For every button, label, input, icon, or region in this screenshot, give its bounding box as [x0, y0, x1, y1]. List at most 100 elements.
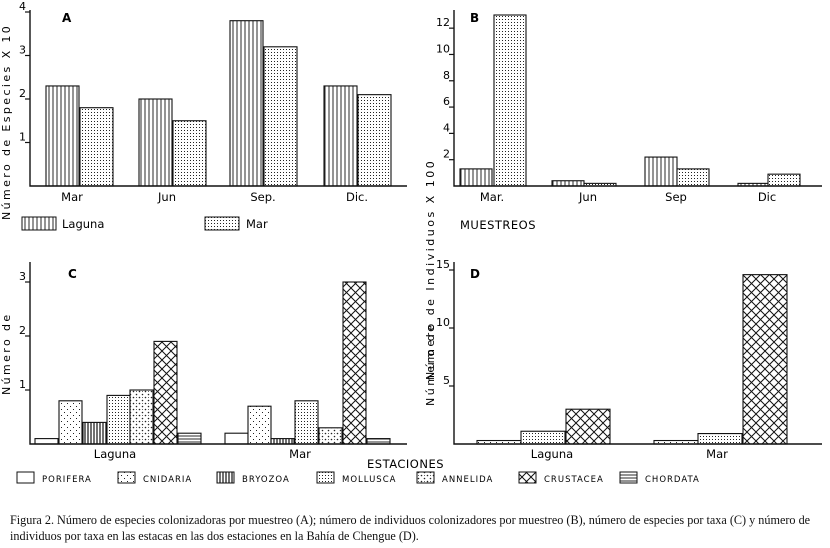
- bars-d: [476, 274, 788, 445]
- xtick-label: Dic.: [346, 190, 368, 204]
- axes-a: [29, 10, 407, 187]
- ytick-label: 2: [443, 148, 450, 161]
- ytick-label: 3: [19, 44, 26, 57]
- xlabels-a: Mar Jun Sep. Dic.: [61, 190, 368, 204]
- bar-b-mar-3: [767, 173, 801, 187]
- bar-d-mollusca-0: [520, 430, 566, 445]
- legend-swatch-mollusca: [316, 471, 335, 484]
- bar-c-chordata-1: [366, 438, 391, 445]
- yticks-c: 1 2 3: [19, 270, 30, 391]
- legend-label-mar: Mar: [246, 217, 268, 231]
- bar-d-mollusca-1: [697, 433, 743, 445]
- bar-c-porifera-1: [224, 432, 249, 445]
- bar-c-crustacea-1: [342, 281, 367, 445]
- yticks-b: 2 4 6 8 10 12: [436, 16, 454, 161]
- legend-label-chordata: CHORDATA: [645, 475, 700, 485]
- ylabel-a: Número de Especies X 10: [0, 24, 13, 220]
- bar-a-laguna-0: [45, 85, 80, 187]
- xtick-label: Laguna: [94, 447, 136, 461]
- bar-c-chordata-0: [177, 432, 202, 445]
- yticks-d: 5 10 15: [436, 258, 454, 387]
- legend-label-porifera: PORIFERA: [42, 475, 92, 485]
- bar-b-laguna-2: [644, 156, 678, 187]
- bar-c-cnidaria-1: [247, 405, 272, 445]
- ytick-label: 5: [443, 374, 450, 387]
- bar-b-mar-2: [676, 168, 710, 187]
- bar-a-laguna-3: [323, 85, 358, 187]
- xlabel-c: ESTACIONES: [367, 457, 444, 471]
- ytick-label: 12: [436, 16, 450, 29]
- bar-a-mar-2: [263, 46, 298, 187]
- bar-c-annelida-1: [318, 427, 343, 445]
- legend-swatch-chordata: [619, 471, 638, 484]
- ytick-label: 3: [19, 270, 26, 283]
- bar-d-crustacea-1: [742, 274, 788, 445]
- ylabel-c: Número de: [0, 312, 13, 395]
- panel-c: 1 2 3 C Laguna Mar ESTACIONES Número de: [0, 262, 444, 471]
- panel-label-d: D: [470, 267, 480, 281]
- bar-a-mar-1: [172, 120, 207, 187]
- xtick-label: Jun: [157, 190, 176, 204]
- xtick-label: Sep.: [250, 190, 275, 204]
- legend-label-annelida: ANNELIDA: [442, 475, 493, 485]
- ylabel-d: Número de: [424, 323, 437, 406]
- ytick-label: 4: [19, 0, 26, 13]
- xtick-label: Mar.: [480, 190, 504, 204]
- panel-d: 5 10 15 D Laguna Mar Número de: [424, 258, 822, 461]
- bar-a-mar-0: [79, 107, 114, 187]
- ytick-label: 10: [436, 316, 450, 329]
- legend-swatch-cnidaria: [117, 471, 136, 484]
- legend-swatch-porifera: [16, 471, 35, 484]
- bar-c-bryozoa-1: [270, 438, 295, 445]
- panel-label-a: A: [62, 11, 72, 25]
- bar-c-bryozoa-0: [82, 421, 107, 445]
- bars-c: [34, 281, 391, 445]
- xtick-label: Mar: [289, 447, 311, 461]
- axes-c: [29, 262, 407, 445]
- bars-a: [45, 20, 392, 187]
- ytick-label: 10: [436, 42, 450, 55]
- ytick-label: 1: [19, 378, 26, 391]
- bar-c-annelida-0: [129, 389, 154, 445]
- legend-swatch-bryozoa: [216, 471, 235, 484]
- bar-b-mar-0: [493, 14, 527, 187]
- bar-c-mollusca-1: [294, 400, 319, 445]
- bar-a-laguna-2: [229, 20, 264, 187]
- panel-b: 2 4 6 8 10 12 B Mar. Jun Sep Dic MUESTREOS Nú…: [424, 10, 822, 380]
- legend-label-bryozoa: BRYOZOA: [242, 475, 290, 485]
- legend-swatch-crustacea: [518, 471, 537, 484]
- bar-d-crustacea-0: [565, 408, 611, 445]
- xtick-label: Sep: [665, 190, 687, 204]
- legend-stations: Laguna Mar: [21, 216, 268, 231]
- bar-c-crustacea-0: [153, 340, 178, 445]
- legend-label-laguna: Laguna: [62, 217, 104, 231]
- panel-a: 1 2 3 4 A Mar Jun Sep. Dic. Número de Espec…: [0, 0, 407, 220]
- figure-caption: Figura 2. Número de especies colonizador…: [10, 513, 811, 543]
- xlabels-b: Mar. Jun Sep Dic: [480, 190, 776, 204]
- ytick-label: 8: [443, 69, 450, 82]
- legend-label-cnidaria: CNIDARIA: [143, 475, 192, 485]
- bar-c-porifera-0: [34, 438, 59, 445]
- ytick-label: 1: [19, 131, 26, 144]
- bar-c-mollusca-0: [106, 394, 131, 445]
- legend-swatch-laguna: [21, 216, 57, 231]
- ytick-label: 15: [436, 258, 450, 271]
- xlabel-b: MUESTREOS: [460, 218, 536, 232]
- legend-taxa: PORIFERA CNIDARIA BRYOZOA MOLLUSCA ANNELIDA C…: [16, 471, 700, 485]
- ytick-label: 4: [443, 121, 450, 134]
- bar-a-mar-3: [357, 94, 392, 187]
- xtick-label: Mar: [61, 190, 83, 204]
- bar-b-laguna-0: [459, 168, 493, 187]
- xtick-label: Dic: [758, 190, 776, 204]
- axes-b: [453, 10, 822, 187]
- panel-label-c: C: [68, 267, 77, 281]
- ytick-label: 6: [443, 95, 450, 108]
- bar-c-cnidaria-0: [58, 400, 83, 445]
- bar-b-laguna-1: [551, 180, 585, 187]
- axes-d: [453, 262, 822, 445]
- xtick-label: Mar: [706, 447, 728, 461]
- xtick-label: Jun: [578, 190, 597, 204]
- legend-swatch-annelida: [416, 471, 435, 484]
- legend-swatch-mar: [204, 216, 240, 231]
